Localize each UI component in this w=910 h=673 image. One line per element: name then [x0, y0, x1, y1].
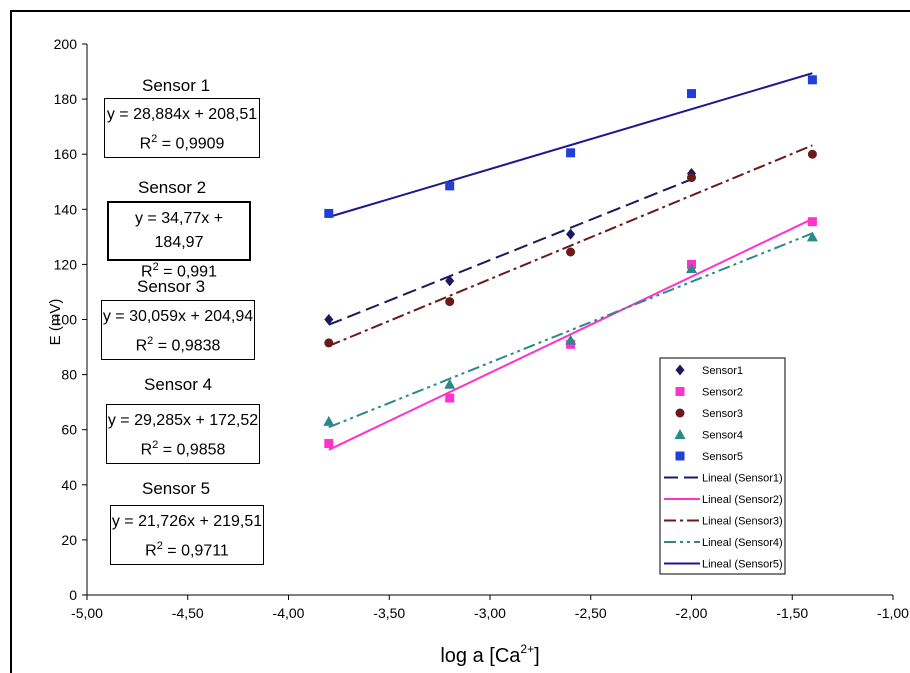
point-sensor4	[323, 415, 335, 426]
equation-box-sensor3: y = 30,059x + 204,94 R2 = 0,9838	[101, 300, 255, 360]
legend-label-sensor4: Sensor4	[702, 430, 743, 442]
equation-sensor2: y = 34,77x + 184,97	[134, 210, 224, 251]
equation-sensor1: y = 28,884x + 208,51	[106, 106, 258, 123]
equation-box-sensor2: y = 34,77x + 184,97 R2 = 0,991	[107, 201, 251, 280]
equation-box-sensor4: y = 29,285x + 172,52 R2 = 0,9858	[106, 404, 260, 464]
y-tick-label: 120	[54, 256, 78, 272]
annotation-title-sensor3: Sensor 3	[137, 277, 206, 296]
x-axis-label: log a [Ca2+]	[440, 642, 539, 667]
r2-sensor5: R2 = 0,9711	[145, 540, 229, 560]
annotation-title-sensor4: Sensor 4	[144, 375, 213, 394]
legend-fit-label-sensor2: Lineal (Sensor2)	[702, 494, 783, 506]
equation-box-sensor5: y = 21,726x + 219,51 R2 = 0,9711	[110, 505, 264, 565]
point-sensor5	[566, 148, 576, 158]
y-tick-label: 180	[54, 91, 78, 107]
point-sensor1	[324, 314, 334, 325]
equation-box-sensor1: y = 28,884x + 208,51 R2 = 0,9909	[104, 98, 260, 158]
point-sensor2	[324, 438, 334, 448]
legend-fit-label-sensor3: Lineal (Sensor3)	[702, 516, 783, 528]
legend-marker-sensor1	[675, 364, 685, 376]
point-sensor4	[806, 231, 818, 242]
equation-sensor3: y = 30,059x + 204,94	[102, 308, 254, 325]
fit-line-sensor3	[328, 144, 813, 347]
point-sensor2	[445, 393, 455, 403]
y-tick-label: 80	[61, 367, 77, 383]
point-sensor5	[807, 75, 817, 85]
legend-marker-sensor3	[675, 408, 685, 418]
legend: Sensor1 Sensor2 Sensor3 Sensor4 Sensor5 Linea…	[659, 357, 786, 575]
legend-marker-sensor4	[674, 429, 686, 439]
point-sensor1	[566, 228, 576, 240]
fit-line-sensor5	[328, 72, 813, 218]
r2-sensor3: R2 = 0,9838	[135, 335, 221, 355]
point-sensor4	[686, 263, 697, 274]
point-sensor3	[807, 149, 817, 159]
x-tick-label: -2,50	[575, 605, 607, 621]
point-sensor3	[445, 297, 455, 307]
point-sensor4	[565, 334, 577, 345]
r2-sensor2: R2 = 0,991	[141, 261, 217, 281]
x-tick-label: -1,50	[776, 605, 808, 621]
y-axis-label: E (mV)	[47, 299, 64, 346]
fit-line-sensor2	[328, 218, 813, 451]
y-tick-label: 140	[54, 201, 78, 217]
point-sensor5	[324, 208, 334, 218]
x-tick-label: -3,50	[373, 605, 405, 621]
point-sensor5	[445, 181, 455, 191]
legend-marker-sensor2	[675, 387, 685, 396]
r2-sensor4: R2 = 0,9858	[140, 439, 226, 459]
y-tick-label: 40	[61, 477, 77, 493]
point-sensor1	[445, 275, 455, 287]
y-tick-label: 20	[61, 532, 77, 548]
x-tick-label: -3,00	[474, 605, 506, 621]
annotation-title-sensor5: Sensor 5	[142, 479, 211, 498]
legend-fit-label-sensor5: Lineal (Sensor5)	[702, 559, 783, 571]
axes: 0 20 40 60 80 100 120 140 160 180 200 -5,00 -4,50 -4,…	[54, 36, 910, 621]
x-tick-label: -4,00	[273, 605, 305, 621]
legend-label-sensor5: Sensor5	[702, 451, 743, 463]
legend-label-sensor1: Sensor1	[702, 365, 743, 377]
point-sensor3	[566, 247, 576, 257]
fit-lines	[328, 72, 813, 451]
chart-frame	[10, 10, 910, 673]
point-sensor3	[687, 173, 696, 183]
legend-marker-sensor5	[675, 451, 685, 461]
y-tick-label: 0	[69, 587, 77, 603]
r2-sensor1: R2 = 0,9909	[139, 133, 225, 153]
annotation-title-sensor2: Sensor 2	[138, 178, 207, 197]
x-tick-label: -1,00	[877, 605, 909, 621]
legend-fit-label-sensor1: Lineal (Sensor1)	[702, 473, 783, 485]
equation-sensor4: y = 29,285x + 172,52	[107, 412, 259, 429]
y-tick-label: 200	[54, 36, 78, 52]
x-tick-label: -2,00	[676, 605, 708, 621]
y-tick-label: 60	[61, 422, 77, 438]
annotation-title-sensor1: Sensor 1	[142, 76, 211, 95]
point-sensor5	[687, 89, 696, 99]
fit-line-sensor1	[328, 178, 692, 326]
point-sensor4	[444, 378, 456, 389]
equation-sensor5: y = 21,726x + 219,51	[111, 513, 263, 530]
point-sensor2	[807, 217, 817, 227]
x-tick-label: -4,50	[172, 605, 204, 621]
legend-label-sensor3: Sensor3	[702, 408, 743, 420]
point-sensor3	[324, 338, 334, 348]
x-tick-label: -5,00	[71, 605, 103, 621]
y-tick-label: 100	[54, 312, 78, 328]
y-tick-label: 160	[54, 146, 78, 162]
data-points	[323, 75, 818, 448]
legend-label-sensor2: Sensor2	[702, 387, 743, 399]
legend-fit-label-sensor4: Lineal (Sensor4)	[702, 537, 783, 549]
